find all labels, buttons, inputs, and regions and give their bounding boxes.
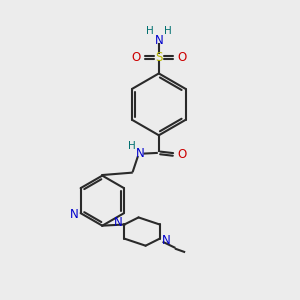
Text: N: N — [136, 147, 145, 160]
Text: N: N — [70, 208, 79, 221]
Text: N: N — [113, 216, 122, 229]
Text: O: O — [131, 51, 140, 64]
Text: N: N — [154, 34, 163, 47]
Text: H: H — [146, 26, 153, 36]
Text: N: N — [162, 234, 171, 247]
Text: H: H — [164, 26, 172, 36]
Text: O: O — [177, 148, 186, 161]
Text: O: O — [178, 51, 187, 64]
Text: S: S — [155, 51, 163, 64]
Text: H: H — [128, 141, 136, 151]
